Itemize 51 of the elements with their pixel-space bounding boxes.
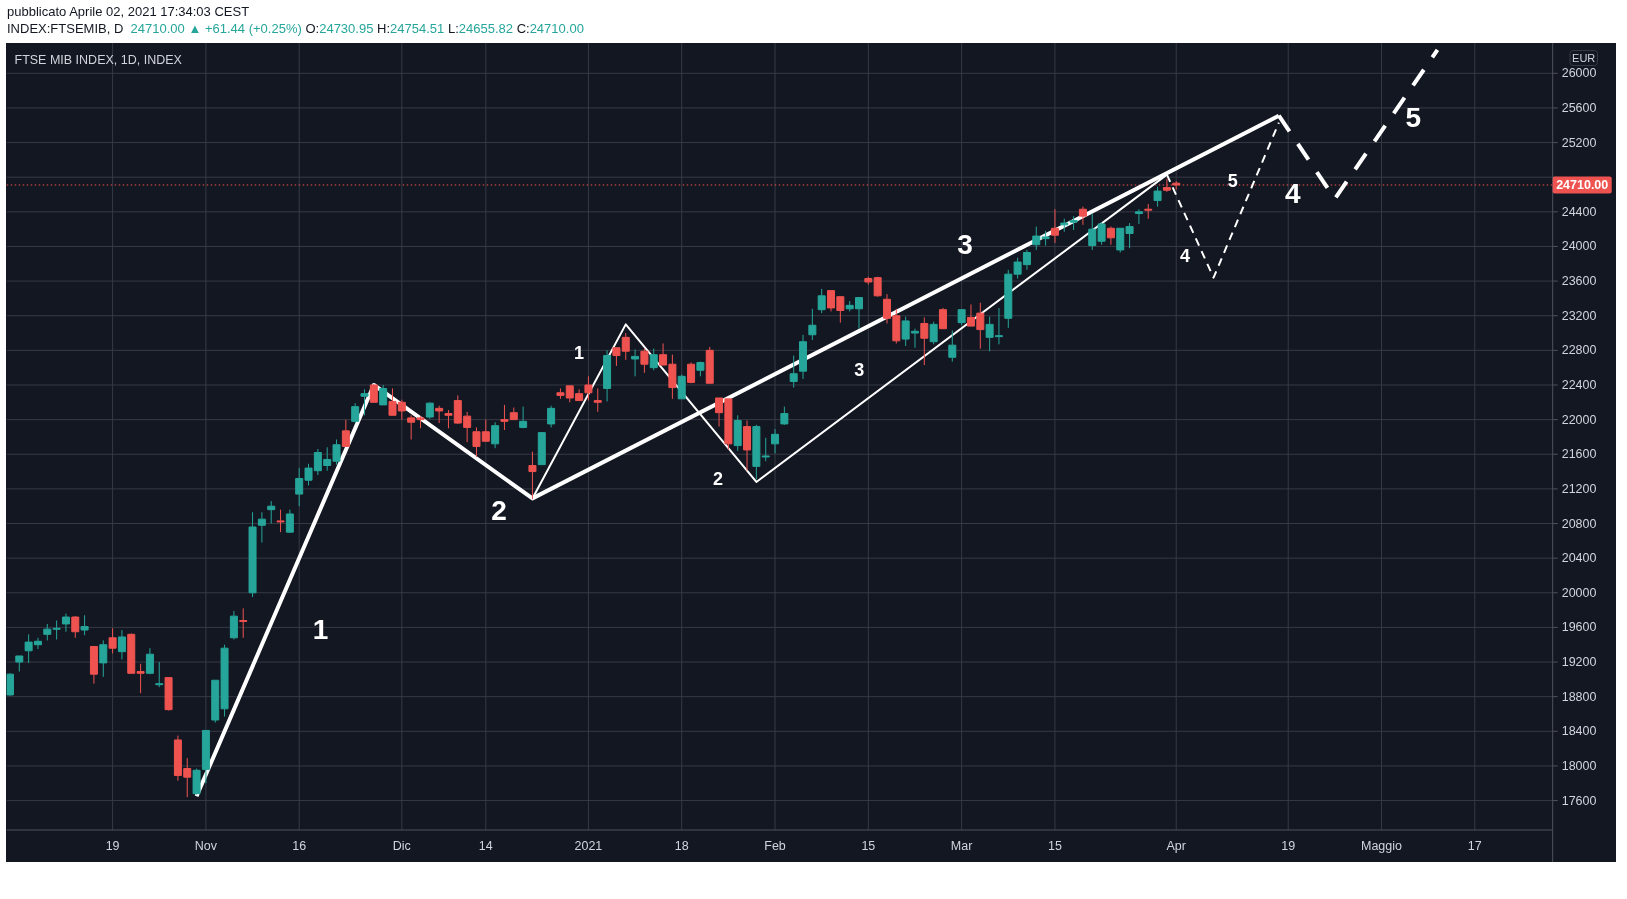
y-tick-label: 20000 (1561, 585, 1597, 600)
annotation: 4 (1179, 246, 1191, 267)
y-tick-label: 22000 (1561, 412, 1597, 427)
y-tick-label: 21200 (1561, 481, 1597, 496)
x-tick-label: 18 (674, 839, 689, 853)
y-tick-label: 22800 (1561, 343, 1597, 358)
y-tick-label: 23200 (1561, 308, 1597, 323)
x-tick-label: 15 (861, 839, 876, 853)
y-tick-label: 20800 (1561, 516, 1597, 531)
annotation: 1 (312, 614, 329, 646)
x-tick-label: Feb (764, 839, 786, 853)
x-tick-label: Mar (950, 839, 973, 853)
x-tick-label: 16 (292, 839, 307, 853)
y-tick-label: 23600 (1561, 274, 1597, 289)
y-tick-label: 22400 (1561, 377, 1597, 392)
text: INDEX:FTSEMIB, D 24710.00 ▲ +61.44 (+0.25%) O:24730.95 H:24754.51 L:24655.82 C:24710.00 (7, 21, 584, 36)
y-tick-label: 19200 (1561, 655, 1597, 670)
y-tick-label: 21600 (1561, 447, 1597, 462)
ref-line-label: 24710.00 (1556, 177, 1609, 192)
text: pubblicato Aprile 02, 2021 17:34:03 CEST (7, 4, 250, 19)
x-tick-label: Apr (1166, 839, 1186, 853)
x-tick-label: 2021 (574, 839, 603, 853)
y-tick-label: 18000 (1561, 758, 1597, 773)
y-tick-label: 19600 (1561, 620, 1597, 635)
x-tick-label: 17 (1467, 839, 1482, 853)
annotation: 5 (1405, 101, 1422, 133)
x-tick-label: 19 (1281, 839, 1296, 853)
y-tick-label: 24000 (1561, 239, 1597, 254)
y-tick-label: 18800 (1561, 689, 1597, 704)
x-tick-label: 14 (478, 839, 493, 853)
x-tick-label: Dic (392, 839, 411, 853)
annotation: 3 (854, 360, 865, 381)
text: FTSE MIB INDEX, 1D, INDEX (14, 53, 183, 67)
x-tick-label: Maggio (1360, 839, 1403, 853)
x-tick-label: 15 (1047, 839, 1062, 853)
y-tick-label: 26000 (1561, 66, 1597, 81)
annotation: 2 (491, 495, 507, 526)
y-tick-label: 18400 (1561, 724, 1597, 739)
y-tick-label: 24400 (1561, 204, 1597, 219)
annotation: 1 (573, 342, 585, 363)
annotation: 4 (1285, 177, 1302, 209)
y-tick-label: 20400 (1561, 551, 1597, 566)
y-tick-label: 17600 (1561, 793, 1597, 808)
annotation: 3 (957, 229, 973, 261)
y-axis-title: EUR (1572, 52, 1596, 64)
x-tick-label: Nov (194, 839, 218, 853)
annotation: 5 (1227, 170, 1238, 191)
x-tick-label: 19 (105, 839, 120, 853)
y-tick-label: 25200 (1561, 135, 1597, 150)
y-tick-label: 25600 (1561, 100, 1597, 115)
annotation: 2 (712, 469, 724, 490)
